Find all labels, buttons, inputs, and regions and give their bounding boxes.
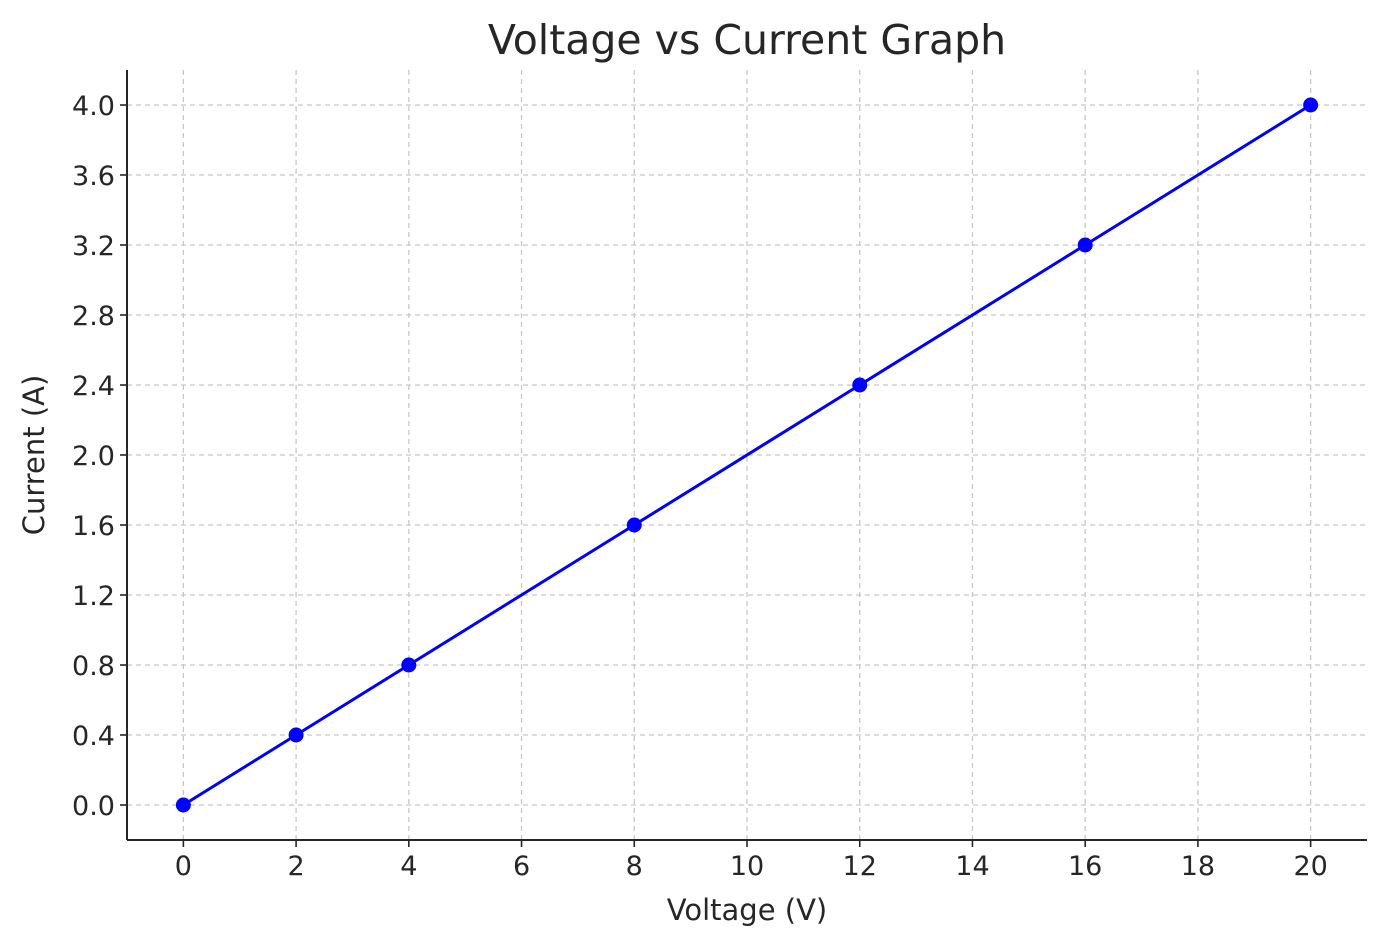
chart-title: Voltage vs Current Graph xyxy=(488,16,1006,64)
y-tick-label: 2.0 xyxy=(72,441,115,472)
data-point xyxy=(401,657,417,673)
y-tick-label: 3.6 xyxy=(72,161,115,192)
x-tick-label: 6 xyxy=(513,851,530,882)
y-tick-label: 4.0 xyxy=(72,91,115,122)
y-axis-label: Current (A) xyxy=(17,375,51,536)
data-point xyxy=(852,377,868,393)
y-ticks: 0.0 0.4 0.8 1.2 1.6 2.0 2.4 2.8 3.2 3.6 4.0 xyxy=(72,91,127,822)
x-axis-label: Voltage (V) xyxy=(667,893,827,927)
x-tick-label: 20 xyxy=(1293,851,1327,882)
series xyxy=(175,97,1319,813)
x-tick-label: 0 xyxy=(175,851,192,882)
x-tick-label: 14 xyxy=(955,851,989,882)
y-tick-label: 0.8 xyxy=(72,651,115,682)
x-tick-label: 4 xyxy=(400,851,417,882)
data-point xyxy=(1303,97,1319,113)
data-point xyxy=(288,727,304,743)
x-tick-label: 12 xyxy=(843,851,877,882)
data-point xyxy=(1077,237,1093,253)
y-tick-label: 1.2 xyxy=(72,581,115,612)
x-tick-label: 10 xyxy=(730,851,764,882)
y-tick-label: 2.4 xyxy=(72,371,115,402)
x-ticks: 0 2 4 6 8 10 12 14 16 18 20 xyxy=(175,840,1328,882)
y-tick-label: 2.8 xyxy=(72,301,115,332)
x-tick-label: 8 xyxy=(626,851,643,882)
data-point xyxy=(626,517,642,533)
data-point xyxy=(175,797,191,813)
y-tick-label: 0.0 xyxy=(72,791,115,822)
x-tick-label: 16 xyxy=(1068,851,1102,882)
y-tick-label: 3.2 xyxy=(72,231,115,262)
x-tick-label: 18 xyxy=(1181,851,1215,882)
y-tick-label: 1.6 xyxy=(72,511,115,542)
y-tick-label: 0.4 xyxy=(72,721,115,752)
grid xyxy=(127,70,1367,840)
x-tick-label: 2 xyxy=(287,851,304,882)
